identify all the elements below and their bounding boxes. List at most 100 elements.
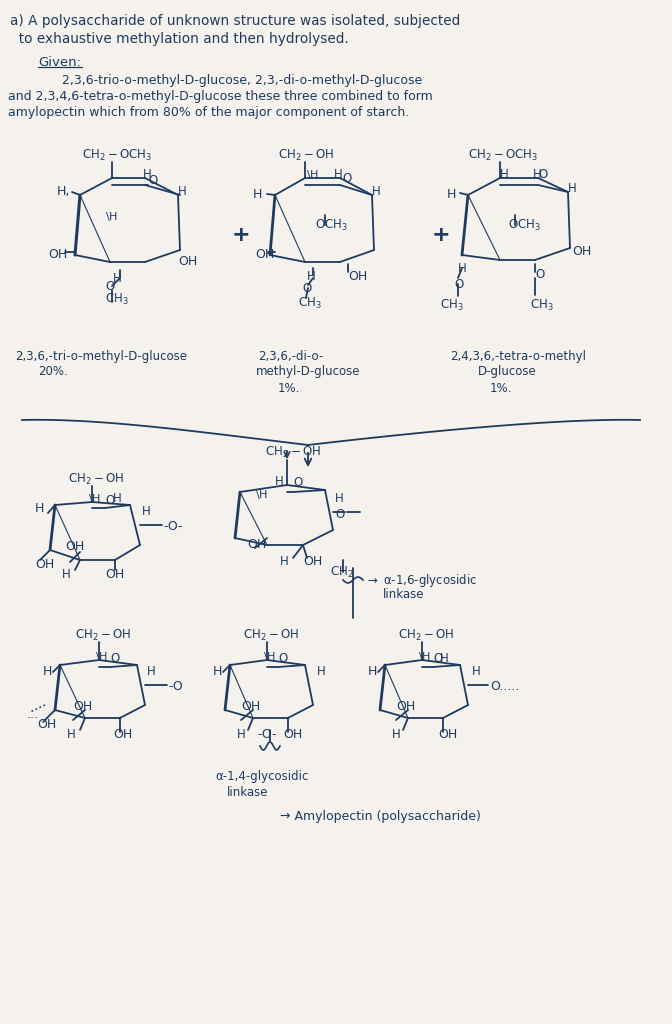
- Text: to exhaustive methylation and then hydrolysed.: to exhaustive methylation and then hydro…: [10, 32, 349, 46]
- Text: O: O: [293, 475, 302, 488]
- Text: OH: OH: [241, 700, 260, 713]
- Text: OH: OH: [438, 728, 457, 741]
- Text: OH: OH: [247, 538, 266, 551]
- Text: H: H: [147, 665, 156, 678]
- Text: H: H: [178, 185, 187, 198]
- Text: O: O: [105, 494, 114, 507]
- Text: -O-: -O-: [163, 520, 183, 534]
- Text: $\sf OCH_3$: $\sf OCH_3$: [508, 218, 541, 233]
- Text: $\rightarrow$ α-1,6-glycosidic: $\rightarrow$ α-1,6-glycosidic: [365, 572, 477, 589]
- Text: $\sf CH_2-OH$: $\sf CH_2-OH$: [75, 628, 131, 643]
- Text: O: O: [335, 508, 344, 521]
- Text: Given:: Given:: [38, 56, 81, 69]
- Text: O: O: [148, 173, 157, 186]
- Text: $\sf CH_2-OH$: $\sf CH_2-OH$: [68, 472, 124, 487]
- Text: OH: OH: [113, 728, 132, 741]
- Text: D-glucose: D-glucose: [478, 365, 537, 378]
- Text: $\sf CH_2-OH$: $\sf CH_2-OH$: [278, 148, 334, 163]
- Text: O: O: [454, 278, 463, 291]
- Text: $\sf \backslash H$: $\sf \backslash H$: [105, 210, 118, 223]
- Text: 20%.: 20%.: [38, 365, 68, 378]
- Text: O: O: [538, 169, 547, 181]
- Text: O: O: [342, 171, 351, 184]
- Text: H: H: [143, 168, 152, 181]
- Text: +: +: [432, 225, 451, 245]
- Text: H,: H,: [57, 185, 71, 198]
- Text: H: H: [307, 270, 316, 283]
- Text: O: O: [105, 280, 114, 293]
- Text: H: H: [213, 665, 222, 678]
- Text: OH: OH: [48, 248, 67, 261]
- Text: $\sf \backslash H$: $\sf \backslash H$: [88, 492, 101, 505]
- Text: H: H: [35, 502, 44, 515]
- Text: H: H: [67, 728, 76, 741]
- Text: H: H: [113, 272, 122, 285]
- Text: $\sf CH_3$: $\sf CH_3$: [298, 296, 322, 311]
- Text: H: H: [472, 665, 480, 678]
- Text: O: O: [110, 651, 119, 665]
- Text: OH: OH: [303, 555, 323, 568]
- Text: H: H: [458, 262, 467, 275]
- Text: ...: ...: [27, 708, 39, 721]
- Text: $\sf \backslash H$: $\sf \backslash H$: [306, 168, 319, 181]
- Text: $\sf CH_2-OCH_3$: $\sf CH_2-OCH_3$: [468, 148, 538, 163]
- Text: OH: OH: [572, 245, 591, 258]
- Text: O: O: [433, 651, 442, 665]
- Text: H: H: [237, 728, 246, 741]
- Text: H: H: [440, 652, 449, 665]
- Text: H: H: [113, 492, 122, 505]
- Text: linkase: linkase: [383, 588, 425, 601]
- Text: H: H: [372, 185, 381, 198]
- Text: H: H: [334, 168, 343, 181]
- Text: amylopectin which from 80% of the major component of starch.: amylopectin which from 80% of the major …: [8, 106, 409, 119]
- Text: α-1,4-glycosidic: α-1,4-glycosidic: [215, 770, 308, 783]
- Text: $\sf \backslash H$: $\sf \backslash H$: [418, 650, 431, 663]
- Text: OH: OH: [348, 270, 368, 283]
- Text: O.....: O.....: [490, 680, 519, 693]
- Text: OH: OH: [178, 255, 198, 268]
- Text: $\sf CH_2-OH$: $\sf CH_2-OH$: [398, 628, 454, 643]
- Text: H: H: [253, 188, 262, 201]
- Text: 1%.: 1%.: [278, 382, 300, 395]
- Text: -O: -O: [168, 680, 183, 693]
- Text: 2,3,6,-tri-o-methyl-D-glucose: 2,3,6,-tri-o-methyl-D-glucose: [15, 350, 187, 362]
- Text: linkase: linkase: [227, 786, 269, 799]
- Text: 2,3,6-trio-o-methyl-D-glucose, 2,3,-di-o-methyl-D-glucose: 2,3,6-trio-o-methyl-D-glucose, 2,3,-di-o…: [62, 74, 422, 87]
- Text: $\sf CH_2-OH$: $\sf CH_2-OH$: [265, 445, 321, 460]
- Text: $\sf OCH_3$: $\sf OCH_3$: [315, 218, 348, 233]
- Text: → Amylopectin (polysaccharide): → Amylopectin (polysaccharide): [280, 810, 481, 823]
- Text: OH: OH: [105, 568, 124, 581]
- Text: H: H: [500, 168, 509, 181]
- Text: O: O: [302, 282, 311, 295]
- Text: H: H: [447, 188, 456, 201]
- Text: H: H: [275, 475, 284, 488]
- Text: $\sf CH_3$: $\sf CH_3$: [530, 298, 554, 313]
- Text: OH: OH: [255, 248, 274, 261]
- Text: H: H: [335, 492, 344, 505]
- Text: O: O: [535, 268, 544, 281]
- Text: methyl-D-glucose: methyl-D-glucose: [256, 365, 360, 378]
- Text: H: H: [533, 168, 542, 181]
- Text: H: H: [280, 555, 289, 568]
- Text: and 2,3,4,6-tetra-o-methyl-D-glucose these three combined to form: and 2,3,4,6-tetra-o-methyl-D-glucose the…: [8, 90, 433, 103]
- Text: H: H: [568, 182, 577, 195]
- Text: 2,3,6,-di-o-: 2,3,6,-di-o-: [258, 350, 323, 362]
- Text: H: H: [142, 505, 151, 518]
- Text: +: +: [232, 225, 251, 245]
- Text: H: H: [368, 665, 378, 678]
- Text: OH: OH: [283, 728, 302, 741]
- Text: $\sf CH_2$: $\sf CH_2$: [330, 565, 353, 581]
- Text: 2,4,3,6,-tetra-o-methyl: 2,4,3,6,-tetra-o-methyl: [450, 350, 586, 362]
- Text: OH: OH: [65, 540, 84, 553]
- Text: H: H: [62, 568, 71, 581]
- Text: H: H: [317, 665, 326, 678]
- Text: H: H: [392, 728, 401, 741]
- Text: $\sf \backslash H$: $\sf \backslash H$: [255, 488, 268, 501]
- Text: $\sf CH_3$: $\sf CH_3$: [440, 298, 464, 313]
- Text: $\sf \backslash H$: $\sf \backslash H$: [263, 650, 276, 663]
- Text: OH: OH: [37, 718, 56, 731]
- Text: OH: OH: [35, 558, 54, 571]
- Text: $\sf CH_2-OH$: $\sf CH_2-OH$: [243, 628, 299, 643]
- Text: $\sf \backslash H$: $\sf \backslash H$: [95, 650, 108, 663]
- Text: H: H: [43, 665, 52, 678]
